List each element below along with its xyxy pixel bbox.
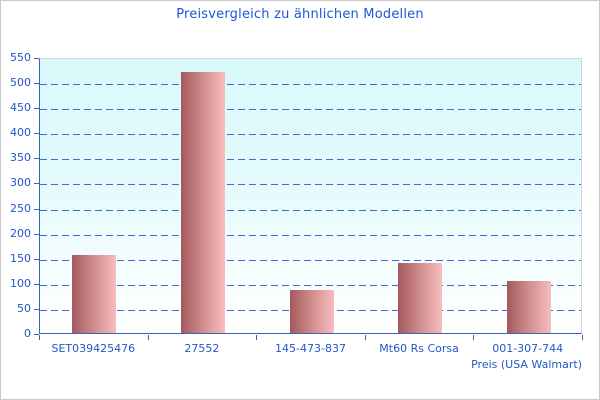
gridline-200 xyxy=(40,234,581,236)
y-tick-label-50: 50 xyxy=(17,301,31,315)
gridline-400 xyxy=(40,134,581,136)
y-tick-label-0: 0 xyxy=(24,327,31,340)
y-tick xyxy=(34,233,39,235)
plot-area xyxy=(39,58,582,334)
y-tick xyxy=(34,258,39,260)
y-tick xyxy=(34,58,39,59)
y-tick xyxy=(34,283,39,285)
gridline-100 xyxy=(40,284,581,286)
gridline-450 xyxy=(40,109,581,111)
x-tick xyxy=(39,335,40,340)
y-tick-label-300: 300 xyxy=(10,176,31,190)
x-tick xyxy=(147,335,149,340)
x-category-label-SET039425476: SET039425476 xyxy=(51,342,136,355)
y-tick xyxy=(34,133,39,135)
y-tick xyxy=(34,158,39,160)
bar-Mt60 Rs Corsa xyxy=(398,262,443,333)
x-tick xyxy=(473,335,475,340)
y-tick xyxy=(34,208,39,210)
y-tick-label-100: 100 xyxy=(10,276,31,290)
x-tick xyxy=(364,335,366,340)
x-category-label-001-307-744: 001-307-744 xyxy=(492,342,564,355)
x-category-label-27552: 27552 xyxy=(184,342,220,355)
y-tick xyxy=(34,183,39,185)
bar-001-307-744 xyxy=(506,281,551,333)
bar-27552 xyxy=(180,72,225,333)
gridline-350 xyxy=(40,159,581,161)
y-tick xyxy=(34,308,39,310)
gridline-300 xyxy=(40,184,581,186)
y-tick-label-150: 150 xyxy=(10,251,31,265)
gridline-150 xyxy=(40,259,581,261)
gridline-500 xyxy=(40,84,581,86)
x-axis-title: Preis (USA Walmart) xyxy=(471,358,582,371)
x-tick xyxy=(582,335,583,340)
y-tick-label-350: 350 xyxy=(10,151,31,165)
y-tick-label-250: 250 xyxy=(10,201,31,215)
x-category-label-Mt60 Rs Corsa: Mt60 Rs Corsa xyxy=(379,342,459,355)
y-tick xyxy=(34,83,39,85)
x-category-label-145-473-837: 145-473-837 xyxy=(275,342,346,355)
y-tick-label-450: 450 xyxy=(10,101,31,115)
y-tick-label-550: 550 xyxy=(10,51,31,64)
bar-SET039425476 xyxy=(72,254,117,333)
y-tick xyxy=(34,108,39,110)
y-tick-label-200: 200 xyxy=(10,226,31,240)
bar-145-473-837 xyxy=(289,290,334,333)
y-tick-label-400: 400 xyxy=(10,126,31,140)
y-tick xyxy=(34,334,39,335)
gridline-250 xyxy=(40,209,581,211)
y-tick-label-500: 500 xyxy=(10,76,31,90)
chart-title: Preisvergleich zu ähnlichen Modellen xyxy=(176,7,424,22)
x-tick xyxy=(256,335,258,340)
